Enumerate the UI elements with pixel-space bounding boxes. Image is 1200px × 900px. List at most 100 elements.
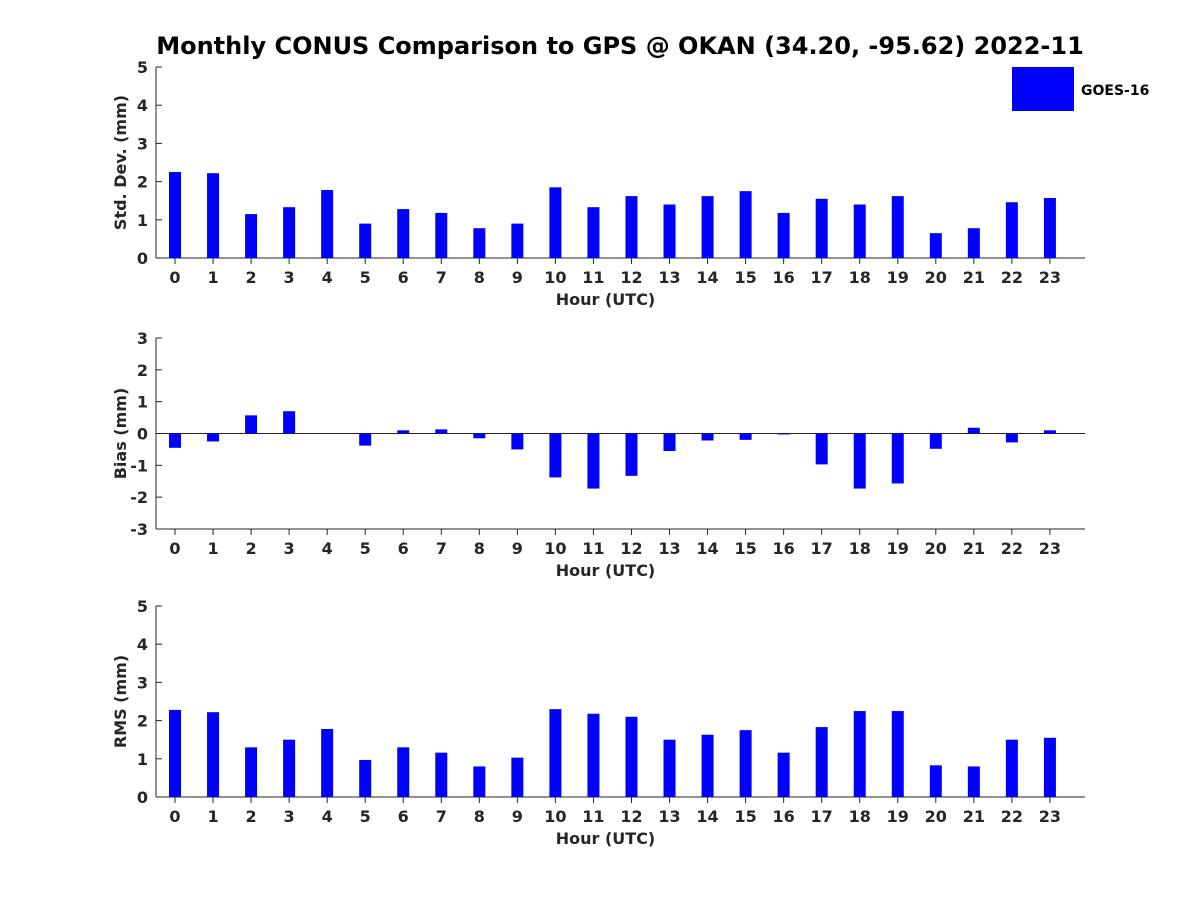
x-tick-label: 19 bbox=[887, 807, 909, 826]
bar-hour-4 bbox=[321, 190, 334, 258]
bar-hour-22 bbox=[1005, 202, 1018, 258]
x-tick-label: 3 bbox=[284, 807, 295, 826]
y-tick-label: 4 bbox=[137, 96, 148, 115]
bar-hour-15 bbox=[739, 191, 752, 258]
y-axis-label: Bias (mm) bbox=[111, 388, 130, 480]
bar-hour-14 bbox=[701, 196, 714, 258]
bar-hour-4 bbox=[321, 729, 334, 797]
bar-hour-5 bbox=[359, 433, 372, 446]
bar-hour-6 bbox=[397, 747, 410, 797]
bar-hour-17 bbox=[815, 198, 828, 258]
bar-hour-0 bbox=[169, 433, 181, 448]
bar-hour-10 bbox=[549, 709, 562, 797]
x-tick-label: 20 bbox=[925, 807, 947, 826]
x-tick-label: 21 bbox=[963, 539, 985, 558]
x-tick-label: 21 bbox=[963, 807, 985, 826]
bar-hour-19 bbox=[891, 711, 904, 797]
y-tick-label: 1 bbox=[137, 750, 148, 769]
y-tick-label: 3 bbox=[137, 134, 148, 153]
bar-hour-8 bbox=[473, 228, 486, 258]
x-tick-label: 3 bbox=[284, 539, 295, 558]
bar-hour-15 bbox=[739, 433, 752, 440]
x-tick-label: 22 bbox=[1001, 268, 1023, 287]
x-tick-label: 20 bbox=[925, 268, 947, 287]
x-tick-label: 15 bbox=[734, 807, 756, 826]
x-tick-label: 18 bbox=[849, 268, 871, 287]
bar-hour-17 bbox=[815, 433, 828, 465]
bar-hour-10 bbox=[549, 433, 562, 478]
x-tick-label: 6 bbox=[398, 268, 409, 287]
x-tick-label: 2 bbox=[246, 807, 257, 826]
y-tick-label: 1 bbox=[137, 393, 148, 412]
x-tick-label: 6 bbox=[398, 539, 409, 558]
y-tick-label: 0 bbox=[137, 788, 148, 807]
x-tick-label: 16 bbox=[773, 268, 795, 287]
x-tick-label: 12 bbox=[620, 539, 642, 558]
bar-hour-17 bbox=[815, 727, 828, 797]
bar-hour-18 bbox=[853, 711, 866, 797]
x-tick-label: 17 bbox=[811, 807, 833, 826]
x-tick-label: 17 bbox=[811, 268, 833, 287]
x-tick-label: 8 bbox=[474, 807, 485, 826]
x-tick-label: 7 bbox=[436, 539, 447, 558]
x-tick-label: 16 bbox=[773, 539, 795, 558]
bar-hour-7 bbox=[435, 212, 448, 258]
bar-hour-5 bbox=[359, 223, 372, 258]
x-tick-label: 2 bbox=[246, 268, 257, 287]
x-tick-label: 17 bbox=[811, 539, 833, 558]
x-tick-label: 5 bbox=[360, 539, 371, 558]
x-tick-label: 18 bbox=[849, 807, 871, 826]
x-tick-label: 14 bbox=[696, 268, 718, 287]
y-tick-label: 3 bbox=[137, 673, 148, 692]
x-tick-label: 23 bbox=[1039, 268, 1061, 287]
bar-hour-22 bbox=[1005, 433, 1018, 443]
x-tick-label: 8 bbox=[474, 539, 485, 558]
x-tick-label: 9 bbox=[512, 539, 523, 558]
bar-hour-13 bbox=[663, 204, 676, 258]
bar-hour-20 bbox=[929, 433, 942, 449]
bar-hour-23 bbox=[1043, 430, 1056, 434]
x-tick-label: 4 bbox=[322, 539, 333, 558]
x-tick-label: 1 bbox=[207, 539, 218, 558]
x-tick-label: 10 bbox=[544, 268, 566, 287]
x-tick-label: 19 bbox=[887, 268, 909, 287]
x-tick-label: 9 bbox=[512, 268, 523, 287]
x-tick-label: 11 bbox=[582, 539, 604, 558]
bar-hour-9 bbox=[511, 223, 524, 258]
x-axis-label: Hour (UTC) bbox=[556, 290, 656, 309]
legend-swatch bbox=[1012, 67, 1074, 111]
bar-hour-19 bbox=[891, 433, 904, 484]
bar-hour-23 bbox=[1043, 198, 1056, 258]
bar-hour-14 bbox=[701, 734, 714, 797]
x-tick-label: 23 bbox=[1039, 539, 1061, 558]
x-tick-label: 1 bbox=[207, 807, 218, 826]
bar-hour-5 bbox=[359, 759, 372, 797]
x-tick-label: 12 bbox=[620, 268, 642, 287]
bar-hour-3 bbox=[283, 207, 296, 258]
x-tick-label: 13 bbox=[658, 807, 680, 826]
bar-hour-20 bbox=[929, 765, 942, 797]
x-tick-label: 16 bbox=[773, 807, 795, 826]
bar-hour-12 bbox=[625, 716, 638, 797]
y-tick-label: 1 bbox=[137, 211, 148, 230]
bar-hour-0 bbox=[169, 709, 181, 797]
x-tick-label: 12 bbox=[620, 807, 642, 826]
x-tick-label: 14 bbox=[696, 807, 718, 826]
x-tick-label: 18 bbox=[849, 539, 871, 558]
bar-hour-22 bbox=[1005, 739, 1018, 797]
x-axis-label: Hour (UTC) bbox=[556, 829, 656, 848]
bar-hour-9 bbox=[511, 757, 524, 797]
y-tick-label: 0 bbox=[137, 249, 148, 268]
bar-hour-21 bbox=[967, 228, 980, 258]
x-tick-label: 22 bbox=[1001, 807, 1023, 826]
x-tick-label: 10 bbox=[544, 807, 566, 826]
y-tick-label: 2 bbox=[137, 173, 148, 192]
x-tick-label: 5 bbox=[360, 268, 371, 287]
y-tick-label: 5 bbox=[137, 597, 148, 616]
bar-hour-2 bbox=[245, 214, 258, 258]
y-tick-label: 0 bbox=[137, 425, 148, 444]
y-tick-label: -2 bbox=[130, 488, 148, 507]
